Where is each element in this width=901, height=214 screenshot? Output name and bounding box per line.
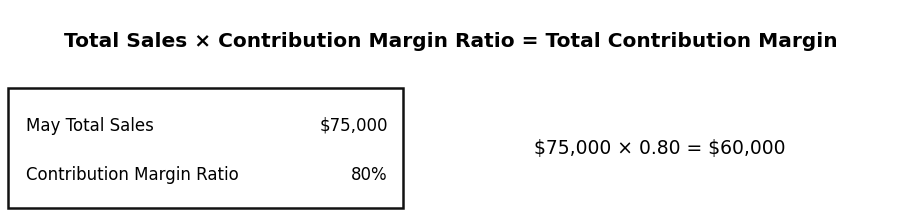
Text: Contribution Margin Ratio: Contribution Margin Ratio xyxy=(26,165,239,184)
Text: 80%: 80% xyxy=(351,165,388,184)
Text: \$75,000: \$75,000 xyxy=(320,117,388,135)
FancyBboxPatch shape xyxy=(8,88,403,208)
Text: \$75,000 × 0.80 = \$60,000: \$75,000 × 0.80 = \$60,000 xyxy=(534,139,786,158)
Text: Total Sales × Contribution Margin Ratio = Total Contribution Margin: Total Sales × Contribution Margin Ratio … xyxy=(64,32,837,51)
Text: May Total Sales: May Total Sales xyxy=(26,117,154,135)
